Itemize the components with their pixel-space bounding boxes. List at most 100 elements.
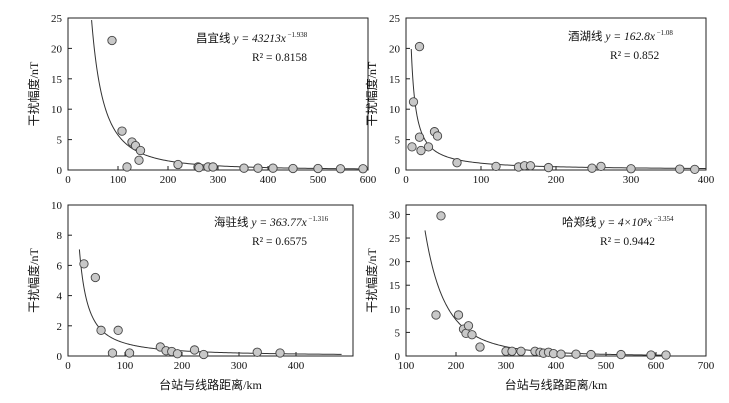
fit-equation: 昌宜线 y = 43213x −1.938 (196, 31, 308, 45)
y-tick-label: 30 (389, 209, 401, 221)
y-tick-label: 0 (57, 165, 63, 177)
x-tick-label: 100 (473, 174, 490, 186)
data-point (507, 346, 517, 356)
equation-exponent: −1.316 (307, 215, 329, 223)
data-point (463, 321, 474, 331)
y-tick-label: 0 (395, 165, 401, 177)
r-squared-label: R² = 0.9442 (600, 236, 655, 248)
data-point (586, 349, 596, 360)
y-tick-label: 4 (57, 291, 63, 303)
plot-frame (405, 204, 707, 357)
y-tick-label: 25 (389, 233, 401, 245)
data-point (475, 342, 485, 352)
y-tick-label: 20 (389, 43, 401, 55)
data-point (134, 155, 144, 165)
y-axis-label: 干扰幅度/nT (26, 61, 41, 126)
plot-frame (67, 204, 354, 357)
panel-haizhu: 0 100 200 300 400 0 2 4 6 8 10 海驻线 y = 363.77x −1.3… (26, 200, 354, 392)
data-point (313, 163, 323, 174)
y-tick-label: 15 (51, 74, 63, 86)
x-tick-label: 200 (448, 360, 465, 372)
y-tick-label: 2 (57, 321, 63, 333)
data-point (172, 349, 183, 359)
x-axis-label: 台站与线路距离/km (505, 377, 608, 392)
x-tick-label: 400 (260, 174, 277, 186)
data-point (107, 35, 117, 46)
r-squared-label: R² = 0.852 (610, 50, 659, 62)
x-tick-label: 200 (548, 174, 565, 186)
data-point (124, 348, 135, 358)
equation-prefix: 哈郑线 (562, 215, 599, 229)
x-axis-label: 台站与线路距离/km (159, 377, 262, 392)
data-point (107, 348, 118, 358)
panel-hazheng: 100 200 300 400 500 600 700 0 5 10 15 20 25 30 哈郑线 y =… (364, 204, 715, 392)
y-axis-label: 干扰幅度/nT (364, 61, 379, 126)
data-point (432, 131, 443, 141)
data-point (79, 259, 89, 269)
fit-curve (78, 249, 342, 355)
equation-exponent: −1.08 (655, 29, 673, 37)
data-point (194, 162, 204, 173)
x-tick-label: 100 (110, 174, 127, 186)
data-point (414, 41, 425, 52)
y-tick-label: 15 (389, 74, 401, 86)
x-tick-label: 300 (623, 174, 640, 186)
data-point (571, 349, 581, 359)
y-tick-label: 10 (51, 104, 63, 116)
data-point (173, 159, 183, 170)
x-tick-label: 0 (65, 360, 71, 372)
equation-exponent: −1.938 (286, 31, 308, 39)
data-point (516, 346, 526, 356)
equation-prefix: 昌宜线 (196, 31, 233, 45)
x-tick-label: 0 (65, 174, 71, 186)
data-point (596, 161, 606, 172)
x-tick-label: 400 (288, 360, 305, 372)
data-point (189, 345, 200, 355)
data-point (646, 350, 656, 360)
y-tick-label: 5 (395, 327, 401, 339)
data-point (268, 163, 278, 173)
data-point (690, 164, 700, 175)
panel-jiuhu: 0 100 200 300 400 0 5 10 15 20 25 酒湖线 y = 162.8x −1… (364, 13, 715, 186)
data-point (90, 272, 101, 283)
data-point (275, 348, 285, 358)
data-point (288, 163, 298, 174)
data-point (408, 97, 419, 107)
data-point (587, 163, 597, 173)
y-tick-label: 25 (389, 13, 401, 25)
data-point (436, 211, 446, 221)
x-tick-label: 300 (498, 360, 515, 372)
x-tick-label: 200 (174, 360, 191, 372)
y-tick-label: 0 (57, 351, 63, 363)
data-point (96, 325, 106, 335)
data-point (543, 162, 554, 173)
data-point (122, 162, 132, 172)
fit-curve (91, 20, 369, 170)
data-point (626, 164, 636, 174)
fit-equation: 酒湖线 y = 162.8x −1.08 (568, 29, 673, 43)
x-tick-label: 100 (117, 360, 134, 372)
x-tick-label: 100 (398, 360, 415, 372)
data-point (253, 163, 263, 173)
x-tick-label: 500 (598, 360, 615, 372)
y-tick-label: 10 (51, 200, 63, 212)
data-point (407, 142, 417, 152)
y-tick-label: 20 (389, 257, 401, 269)
fit-equation: 哈郑线 y = 4×10⁸x −3.354 (562, 215, 674, 229)
y-tick-label: 10 (389, 104, 401, 116)
x-tick-label: 400 (698, 174, 715, 186)
y-tick-label: 15 (389, 280, 401, 292)
y-tick-label: 0 (395, 351, 401, 363)
data-point (113, 325, 123, 335)
x-tick-label: 400 (548, 360, 565, 372)
data-point (199, 349, 209, 360)
equation-prefix: 海驻线 (214, 215, 251, 229)
fit-curve (424, 230, 667, 356)
data-point (423, 142, 434, 152)
equation-main: y = 363.77x (250, 217, 307, 229)
y-tick-label: 25 (51, 13, 63, 25)
data-point (117, 126, 127, 136)
data-point (675, 164, 685, 174)
y-tick-label: 20 (51, 43, 63, 55)
data-point (335, 164, 346, 174)
